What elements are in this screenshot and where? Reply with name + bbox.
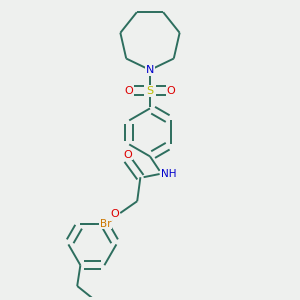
Text: O: O xyxy=(110,209,119,219)
Text: N: N xyxy=(146,65,154,75)
Text: S: S xyxy=(146,86,154,96)
Text: O: O xyxy=(123,150,132,160)
Text: O: O xyxy=(125,86,134,96)
Text: O: O xyxy=(167,86,175,96)
Text: Br: Br xyxy=(100,219,111,229)
Text: NH: NH xyxy=(161,169,176,179)
